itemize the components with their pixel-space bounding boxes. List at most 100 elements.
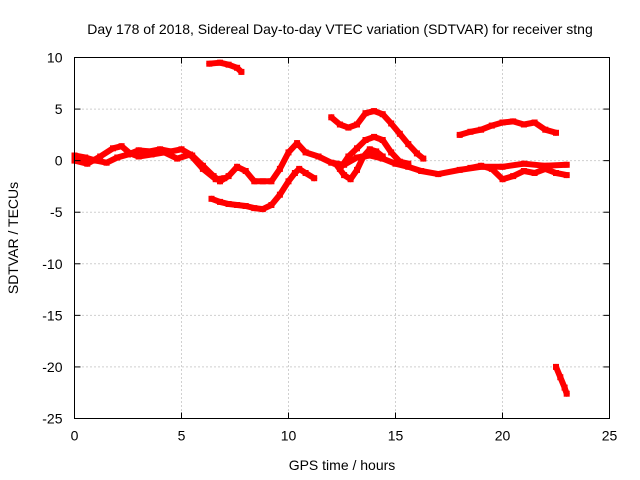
data-point [354, 154, 360, 161]
data-point [396, 158, 403, 165]
x-tick-label: 20 [495, 428, 511, 444]
data-point [405, 163, 412, 170]
series-track-main-b [71, 143, 228, 183]
data-point [553, 363, 559, 370]
data-point [499, 176, 506, 183]
data-point [413, 150, 420, 157]
data-point [114, 154, 121, 161]
data-point [520, 168, 527, 174]
data-point [488, 165, 495, 172]
data-point [499, 163, 506, 170]
data-point [488, 122, 495, 129]
series-track-bottom-right [553, 363, 570, 397]
data-point [345, 153, 352, 160]
x-tick-label: 25 [602, 428, 618, 444]
y-tick-label: 0 [55, 153, 63, 169]
plot-frame [74, 57, 610, 419]
data-point [225, 61, 232, 68]
chart-title: Day 178 of 2018, Sidereal Day-to-day VTE… [87, 21, 593, 37]
data-point [478, 126, 485, 133]
data-point [373, 148, 380, 155]
data-point [328, 114, 335, 121]
series-track-mid-dip [332, 146, 386, 183]
data-point [238, 68, 245, 75]
data-point [542, 162, 549, 169]
data-point [285, 178, 292, 185]
data-point [127, 150, 134, 157]
data-point [285, 149, 292, 156]
data-point [251, 178, 258, 185]
data-point [557, 374, 564, 381]
data-point [328, 159, 335, 166]
data-point [347, 176, 354, 183]
data-point [354, 145, 360, 152]
data-point [206, 60, 213, 67]
data-point [217, 59, 223, 66]
data-point [456, 166, 463, 173]
data-point [97, 153, 104, 160]
data-point [234, 202, 241, 208]
data-point [420, 155, 427, 162]
data-point [388, 120, 395, 127]
data-point [396, 130, 403, 137]
data-point [371, 133, 378, 140]
data-point [542, 165, 549, 172]
x-axis-label: GPS time / hours [289, 457, 396, 473]
y-tick-label: -5 [50, 204, 63, 220]
data-point [135, 153, 142, 160]
x-tick-label: 5 [178, 428, 186, 444]
data-point [362, 110, 369, 117]
tick-labels: 0 5 10 15 20 25 -25 -20 -15 -10 -5 0 5 10 [42, 50, 617, 444]
data-point [467, 164, 474, 171]
data-point [332, 160, 339, 167]
data-point [311, 175, 318, 182]
data-point [388, 149, 395, 156]
axis-ticks [74, 57, 610, 419]
series-track-lower-right [467, 162, 570, 183]
data-point [405, 141, 412, 148]
data-point [234, 163, 241, 170]
data-point [294, 140, 301, 147]
series-band [456, 118, 559, 138]
data-point [268, 178, 275, 185]
data-point [520, 121, 527, 128]
data-point [435, 171, 442, 178]
data-point [157, 146, 164, 153]
data-point [199, 165, 206, 172]
data-point [82, 154, 89, 161]
series-track-upper-right [456, 118, 559, 138]
data-point [366, 152, 373, 159]
data-point [379, 137, 386, 143]
gridlines [74, 57, 610, 419]
data-point [542, 126, 549, 133]
data-point [110, 145, 116, 152]
data-point [225, 173, 232, 180]
y-tick-label: 5 [55, 101, 63, 117]
data-point [234, 64, 241, 71]
series-track-upper-mid [328, 108, 427, 162]
data-point [291, 170, 298, 176]
series-band [553, 363, 570, 397]
data-point [225, 201, 232, 207]
data-point [366, 146, 373, 153]
data-point [379, 111, 386, 118]
data-point [148, 151, 155, 158]
series-band [467, 162, 570, 183]
data-point [499, 119, 506, 126]
data-series [71, 59, 570, 397]
data-point [531, 170, 538, 176]
x-tick-label: 0 [71, 428, 79, 444]
data-point [296, 165, 303, 172]
data-point [553, 170, 559, 176]
data-point [259, 178, 266, 185]
data-point [371, 108, 378, 115]
x-tick-label: 15 [388, 428, 404, 444]
data-point [531, 119, 538, 126]
data-point [118, 143, 125, 150]
data-point [268, 202, 275, 208]
data-point [208, 195, 215, 202]
data-point [563, 161, 570, 168]
x-tick-label: 10 [281, 428, 297, 444]
